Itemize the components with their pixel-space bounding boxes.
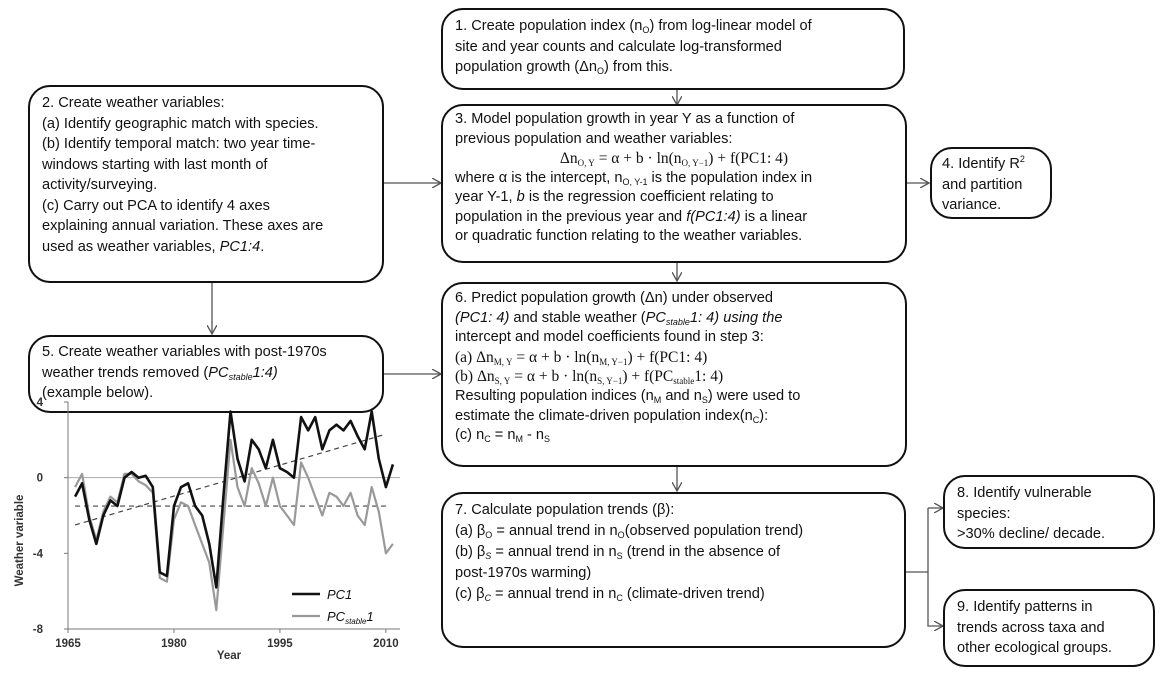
step-4-box: 4. Identify R2 and partition variance.: [930, 147, 1052, 219]
step-7-line-2: (a) βO = annual trend in nO(observed pop…: [455, 523, 804, 540]
step-8-line-3: >30% decline/ decade.: [957, 526, 1106, 542]
step-1-box: 1. Create population index (nO) from log…: [441, 8, 905, 90]
step-4-line-2: and partition: [942, 176, 1023, 193]
chart-trendlines: [74, 433, 387, 526]
chart-axes: 4 0 -4 -8 1965 1980 1995 2010 Year Weather variab…: [14, 397, 400, 662]
weather-variable-chart: 4 0 -4 -8 1965 1980 1995 2010 Year Weather variab…: [14, 397, 400, 662]
step-6-line-5: estimate the climate-driven population i…: [455, 407, 769, 425]
step-9-box: 9. Identify patterns in trends across ta…: [943, 589, 1155, 667]
y-tick-label: 0: [37, 473, 43, 485]
step-6-line-2: (PC1: 4) and stable weather (PCstable1: …: [455, 309, 783, 327]
step-2-line-7: explaining annual variation. These axes …: [42, 218, 324, 234]
y-tick-label: 4: [37, 397, 44, 409]
step-9-line-1: 9. Identify patterns in: [957, 599, 1093, 615]
step-4-line-1: 4. Identify R2: [942, 154, 1025, 173]
step-6-equation-b: (b) ΔnS, Y = α + b · ln(nS, Y−1) + f(PCs…: [455, 368, 724, 387]
step-2-line-5: activity/surveying.: [42, 177, 158, 193]
step-6-equation-a: (a) ΔnM, Y = α + b · ln(nM, Y−1) + f(PC1…: [455, 348, 708, 367]
step-1-line-1: 1. Create population index (nO) from log…: [455, 18, 812, 35]
step-2-line-2: (a) Identify geographic match with speci…: [42, 115, 319, 132]
step-1-line-3: population growth (ΔnO) from this.: [455, 59, 673, 76]
series-line-2: [74, 438, 394, 612]
legend-label-1: PC1: [327, 587, 352, 602]
step-3-box: 3. Model population growth in year Y as …: [441, 104, 907, 263]
step-5-line-1: 5. Create weather variables with post-19…: [42, 344, 327, 360]
y-axis-title: Weather variable: [14, 495, 26, 587]
x-tick-label: 1965: [55, 638, 81, 650]
step-5-line-2: weather trends removed (PCstable1:4): [42, 364, 278, 382]
step-6-line-6: (c) nC = nM - nS: [455, 427, 551, 445]
legend-label-2: PCstable1: [327, 609, 374, 626]
step-3-equation: ΔnO, Y = α + b · ln(nO, Y−1) + f(PC1: 4): [559, 150, 789, 168]
arrow-7-branch: [906, 508, 929, 573]
arrow-7-to-9: [927, 572, 942, 626]
step-2-line-8: used as weather variables, PC1:4.: [42, 238, 265, 255]
x-axis-title: Year: [217, 650, 242, 662]
y-tick-label: -4: [33, 548, 44, 560]
step-1-line-2: site and year counts and calculate log-t…: [455, 38, 782, 55]
x-tick-label: 1995: [267, 638, 293, 650]
step-5-box: 5. Create weather variables with post-19…: [28, 335, 384, 413]
x-tick-label: 1980: [161, 638, 187, 650]
y-tick-label: -8: [33, 624, 44, 636]
step-8-box: 8. Identify vulnerable species: >30% dec…: [943, 475, 1155, 549]
step-9-line-3: other ecological groups.: [957, 640, 1112, 656]
step-2-line-6: (c) Carry out PCA to identify 4 axes: [42, 197, 270, 214]
step-3-line-4: year Y-1, b is the regression coefficien…: [455, 189, 774, 205]
step-2-line-4: windows starting with last month of: [42, 156, 268, 173]
step-6-line-3: intercept and model coefficients found i…: [455, 329, 764, 346]
step-9-line-2: trends across taxa and: [957, 619, 1105, 636]
step-7-line-4: post-1970s warming): [455, 565, 592, 581]
step-2-box: 2. Create weather variables: (a) Identif…: [28, 85, 384, 283]
step-7-box: 7. Calculate population trends (β): (a) …: [441, 492, 906, 648]
step-5-line-3: (example below).: [42, 385, 154, 401]
step-7-line-1: 7. Calculate population trends (β):: [455, 502, 675, 518]
step-6-line-1: 6. Predict population growth (Δn) under …: [455, 290, 774, 306]
step-6-line-4: Resulting population indices (nM and nS)…: [455, 387, 801, 405]
step-8-line-1: 8. Identify vulnerable: [957, 485, 1092, 501]
series-line-1: [73, 410, 395, 589]
step-2-line-1: 2. Create weather variables:: [42, 95, 225, 111]
chart-legend: PC1 PCstable1: [292, 587, 374, 626]
chart-series: [73, 410, 395, 612]
step-3-line-1: 3. Model population growth in year Y as …: [455, 111, 795, 127]
step-4-line-3: variance.: [942, 197, 1002, 213]
step-7-line-3: (b) βS = annual trend in nS (trend in th…: [455, 544, 781, 561]
step-6-box: 6. Predict population growth (Δn) under …: [441, 282, 907, 467]
step-8-line-2: species:: [957, 505, 1011, 522]
step-3-line-2: previous population and weather variable…: [455, 130, 733, 147]
step-3-line-5: population in the previous year and f(PC…: [455, 208, 808, 225]
step-3-line-3: where α is the intercept, nO, Y-1 is the…: [455, 169, 813, 187]
step-7-line-5: (c) βC = annual trend in nC (climate-dri…: [455, 586, 765, 603]
x-tick-label: 2010: [373, 638, 399, 650]
step-3-line-6: or quadratic function relating to the we…: [455, 228, 803, 244]
step-2-line-3: (b) Identify temporal match: two year ti…: [42, 136, 316, 152]
